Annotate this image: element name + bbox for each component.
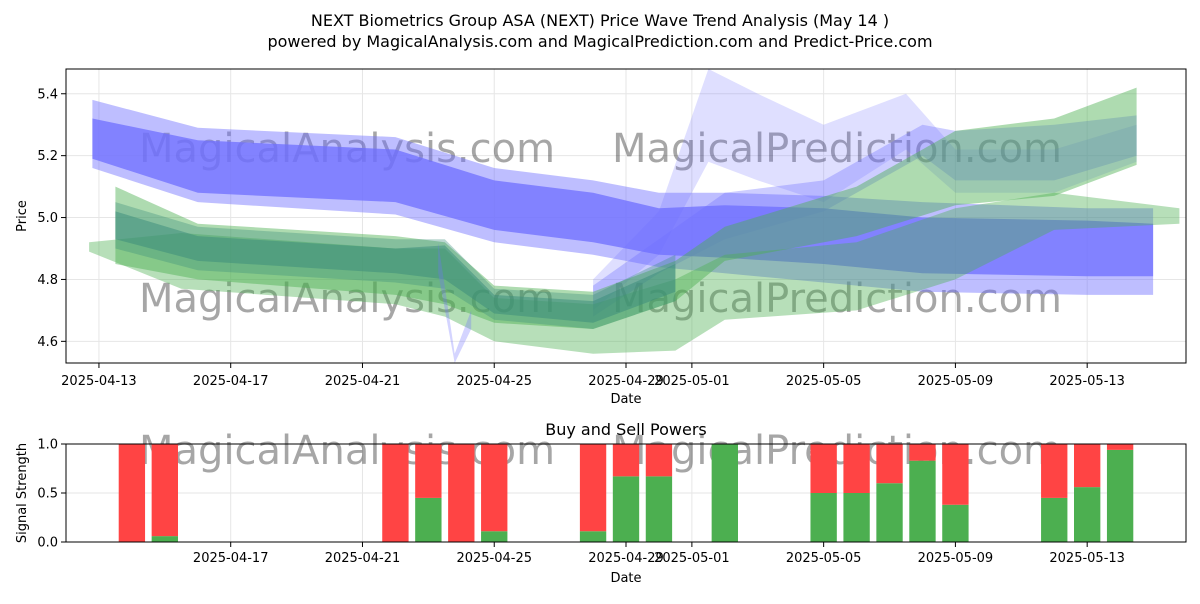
signal-x-tick-label: 2025-05-05 xyxy=(786,551,862,566)
buy-power-bar xyxy=(810,493,837,542)
buy-power-bar xyxy=(942,504,969,542)
blue-wave-band xyxy=(92,99,1154,295)
signal-x-tick-label: 2025-04-17 xyxy=(193,551,269,566)
sell-power-bar xyxy=(481,444,508,532)
signal-x-label: Date xyxy=(610,571,641,586)
price-panel: MagicalAnalysis.com MagicalPrediction.co… xyxy=(15,68,1187,407)
teal-wave-band xyxy=(115,202,676,329)
signal-bars xyxy=(118,444,1134,542)
signal-y-tick-label: 1.0 xyxy=(37,438,58,453)
signal-panel: Buy and Sell Powers MagicalAnalysis.com … xyxy=(15,420,1187,586)
signal-x-tick-label: 2025-05-09 xyxy=(918,551,994,566)
price-y-tick-label: 5.4 xyxy=(37,87,58,102)
price-x-tick-label: 2025-04-25 xyxy=(456,374,532,389)
price-watermark-2: MagicalPrediction.com xyxy=(612,126,1062,172)
sell-power-bar xyxy=(1106,444,1134,450)
buy-power-bar xyxy=(415,497,442,542)
signal-y-label: Signal Strength xyxy=(15,443,30,543)
signal-x-tick-label: 2025-05-13 xyxy=(1049,551,1125,566)
buy-power-bar xyxy=(909,460,936,542)
signal-x-tick-label: 2025-04-29 xyxy=(588,551,664,566)
price-y-tick-label: 5.0 xyxy=(37,211,58,226)
buy-power-bar xyxy=(1074,487,1101,542)
sell-power-bar xyxy=(843,444,870,493)
signal-x-tick-label: 2025-04-21 xyxy=(325,551,401,566)
sell-power-bar xyxy=(1074,444,1101,488)
chart-title: NEXT Biometrics Group ASA (NEXT) Price W… xyxy=(311,11,889,30)
buy-power-bar xyxy=(481,531,508,542)
sell-power-bar xyxy=(151,444,178,537)
buy-power-bar xyxy=(843,493,870,542)
sell-power-bar xyxy=(876,444,903,484)
blue-wave-band xyxy=(92,118,1154,277)
signal-title: Buy and Sell Powers xyxy=(545,420,707,439)
sell-power-bar xyxy=(1041,444,1068,498)
price-axis-ticks: 2025-04-13 2025-04-17 2025-04-21 2025-04-25… xyxy=(37,87,1125,389)
sell-power-bar xyxy=(448,444,475,542)
buy-power-bar xyxy=(612,476,640,542)
signal-axis-ticks: 2025-04-17 2025-04-21 2025-04-25 2025-04-29… xyxy=(37,438,1125,567)
price-x-tick-label: 2025-04-29 xyxy=(588,374,664,389)
sell-power-bar xyxy=(579,444,607,532)
sell-power-bar xyxy=(942,444,969,505)
buy-power-bar xyxy=(645,476,673,542)
sell-power-bar xyxy=(612,444,640,477)
price-y-tick-label: 4.6 xyxy=(37,335,58,350)
buy-power-bar xyxy=(876,483,903,542)
buy-power-bar xyxy=(579,531,607,542)
sell-power-bar xyxy=(645,444,673,477)
sell-power-bar xyxy=(415,444,442,498)
signal-x-tick-label: 2025-04-25 xyxy=(456,551,532,566)
blue-wave-band xyxy=(438,242,472,363)
price-x-tick-label: 2025-05-05 xyxy=(786,374,862,389)
sell-power-bar xyxy=(909,444,936,461)
price-y-tick-label: 4.8 xyxy=(37,273,58,288)
price-x-tick-label: 2025-05-01 xyxy=(654,374,730,389)
signal-watermark-2: MagicalPrediction.com xyxy=(612,428,1062,474)
price-wave-bands xyxy=(89,69,1180,363)
sell-power-bar xyxy=(810,444,837,493)
price-x-tick-label: 2025-05-13 xyxy=(1049,374,1125,389)
green-wave-band xyxy=(89,192,1180,354)
buy-power-bar xyxy=(1106,449,1134,542)
price-x-tick-label: 2025-04-13 xyxy=(61,374,137,389)
price-gridlines xyxy=(66,69,1186,363)
sell-power-bar xyxy=(118,444,146,542)
signal-x-tick-label: 2025-05-01 xyxy=(654,551,730,566)
chart-subtitle: powered by MagicalAnalysis.com and Magic… xyxy=(267,32,932,51)
price-x-tick-label: 2025-05-09 xyxy=(918,374,994,389)
price-watermark-4: MagicalPrediction.com xyxy=(612,276,1062,322)
price-x-label: Date xyxy=(610,392,641,407)
buy-power-bar xyxy=(1041,497,1068,542)
blue-wave-band xyxy=(593,115,1137,317)
buy-power-bar xyxy=(711,444,738,542)
sell-power-bar xyxy=(382,444,409,542)
signal-y-tick-label: 0.0 xyxy=(37,536,58,551)
price-x-tick-label: 2025-04-21 xyxy=(325,374,401,389)
price-x-tick-label: 2025-04-17 xyxy=(193,374,269,389)
teal-wave-band xyxy=(115,211,676,323)
price-y-tick-label: 5.2 xyxy=(37,149,58,164)
price-y-label: Price xyxy=(15,200,30,232)
buy-power-bar xyxy=(151,536,178,542)
signal-y-tick-label: 0.5 xyxy=(37,487,58,502)
blue-wave-band xyxy=(593,69,1137,311)
